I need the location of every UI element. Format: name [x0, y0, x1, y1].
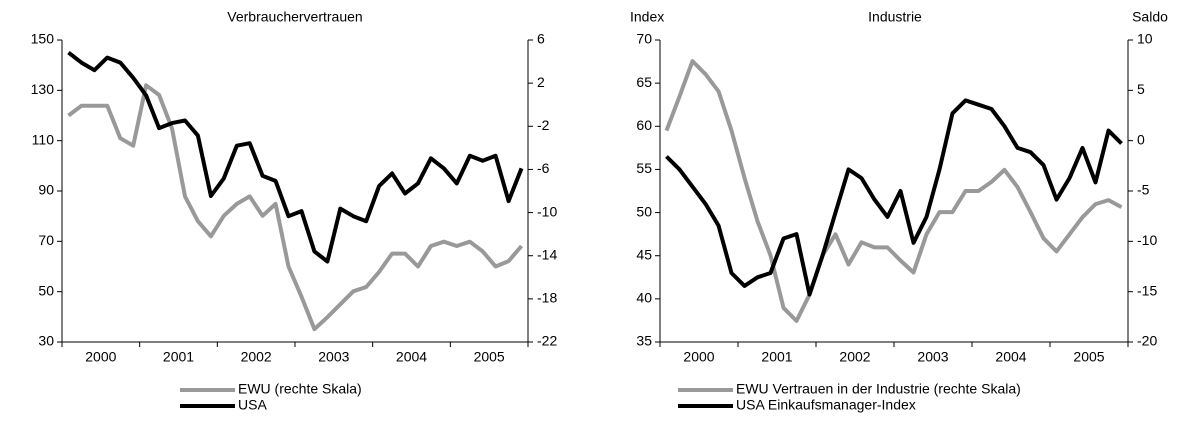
y-tick-label: 65 — [636, 74, 652, 90]
y2-tick-label: -18 — [537, 290, 557, 306]
y2-tick-label: -5 — [1137, 182, 1150, 198]
legend-label: USA — [238, 397, 267, 413]
y-tick-label: 50 — [636, 203, 652, 219]
y-tick-label: 50 — [38, 282, 54, 298]
x-tick-label: 2005 — [474, 349, 505, 365]
y-tick-label: 70 — [38, 232, 54, 248]
y-tick-label: 55 — [636, 160, 652, 176]
y-axis-title: Index — [630, 9, 664, 25]
legend-label: EWU (rechte Skala) — [238, 381, 362, 397]
y-tick-label: 90 — [38, 182, 54, 198]
y-tick-label: 110 — [32, 131, 55, 147]
y2-tick-label: 10 — [1137, 31, 1153, 47]
series-line — [664, 59, 1123, 323]
y2-tick-label: -10 — [1137, 232, 1157, 248]
y-tick-label: 40 — [636, 290, 652, 306]
y2-tick-label: 2 — [537, 74, 545, 90]
chart-title: Verbrauchervertrauen — [227, 9, 362, 25]
y2-tick-label: 0 — [1137, 131, 1145, 147]
y2-tick-label: -10 — [537, 203, 557, 219]
y-tick-label: 35 — [636, 333, 652, 349]
y2-tick-label: -20 — [1137, 333, 1157, 349]
x-tick-label: 2002 — [839, 349, 870, 365]
series-line — [67, 51, 524, 264]
y-tick-label: 30 — [38, 333, 54, 349]
y2-tick-label: -22 — [537, 333, 557, 349]
series-line — [665, 98, 1123, 297]
y2-tick-label: 6 — [537, 31, 545, 47]
y2-axis-title: Saldo — [1132, 9, 1168, 25]
legend-label: EWU Vertrauen in der Industrie (rechte S… — [736, 381, 1021, 397]
x-tick-label: 2003 — [318, 349, 349, 365]
y-tick-label: 60 — [636, 117, 652, 133]
series-line — [67, 83, 524, 332]
x-tick-label: 2002 — [241, 349, 272, 365]
x-tick-label: 2004 — [396, 349, 427, 365]
y-tick-label: 45 — [636, 246, 652, 262]
x-tick-label: 2003 — [917, 349, 948, 365]
x-tick-label: 2001 — [163, 349, 194, 365]
x-tick-label: 2000 — [683, 349, 714, 365]
x-tick-label: 2001 — [761, 349, 792, 365]
y2-tick-label: -14 — [537, 246, 557, 262]
y2-tick-label: 5 — [1137, 81, 1145, 97]
y-tick-label: 130 — [31, 81, 55, 97]
legend-label: USA Einkaufsmanager-Index — [736, 397, 916, 413]
y-tick-label: 70 — [636, 31, 652, 47]
y2-tick-label: -6 — [537, 160, 550, 176]
x-tick-label: 2004 — [995, 349, 1026, 365]
x-tick-label: 2005 — [1073, 349, 1104, 365]
x-tick-label: 2000 — [85, 349, 116, 365]
y-tick-label: 150 — [31, 31, 55, 47]
y2-tick-label: -2 — [537, 117, 550, 133]
y2-tick-label: -15 — [1137, 282, 1157, 298]
chart-title: Industrie — [868, 9, 922, 25]
